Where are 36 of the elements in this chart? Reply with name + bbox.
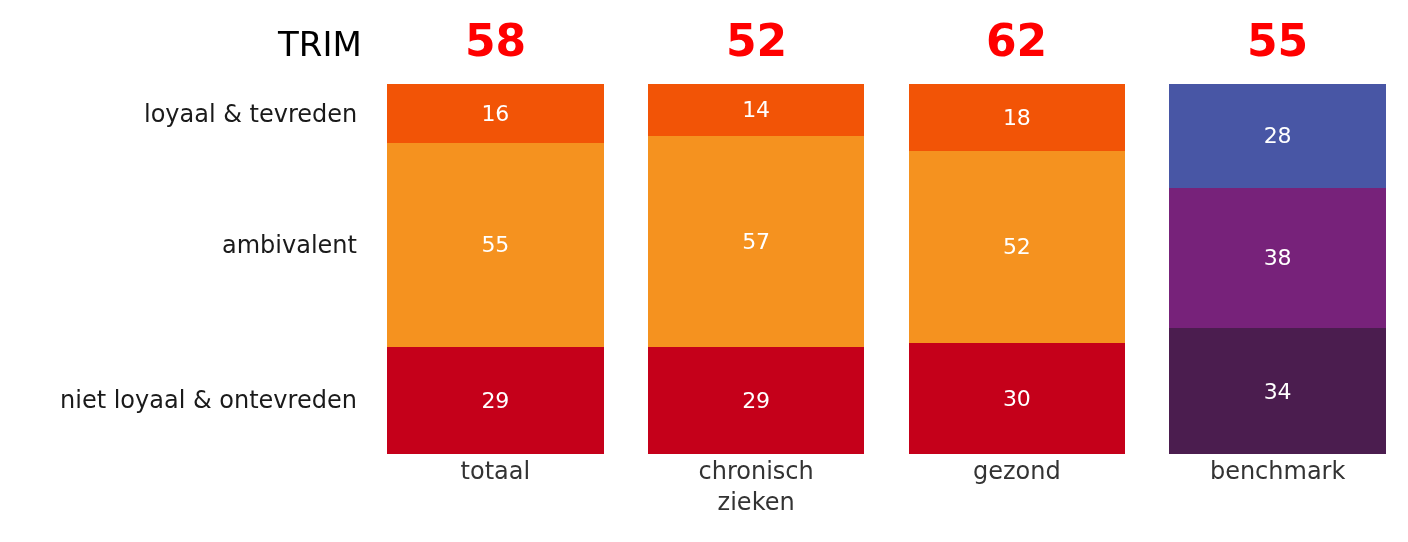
series-label: ambivalent — [222, 231, 357, 259]
text: 55 — [1247, 15, 1309, 66]
data-label: 29 — [742, 387, 771, 413]
data-label: 28 — [1263, 123, 1292, 149]
bar — [908, 84, 1126, 151]
bar — [647, 84, 865, 136]
x-tick-label: benchmark — [1209, 457, 1346, 485]
data-label: 16 — [481, 101, 510, 127]
bar — [908, 343, 1126, 454]
data-label: 29 — [481, 387, 510, 413]
data-label: 38 — [1263, 245, 1292, 271]
text: 62 — [986, 15, 1048, 66]
x-tick-label: gezond — [973, 457, 1061, 485]
bar — [387, 143, 604, 347]
bar — [1169, 187, 1386, 329]
bar — [908, 150, 1126, 343]
bar — [387, 346, 604, 454]
text: TRIM — [277, 24, 362, 64]
series-label: loyaal & tevreden — [144, 100, 358, 128]
x-tick-label: chronisch zieken — [698, 457, 814, 517]
data-label: 14 — [742, 97, 771, 123]
bar — [647, 346, 865, 454]
bar — [387, 84, 604, 144]
bar — [1169, 328, 1386, 454]
bar — [1169, 84, 1386, 188]
bar — [647, 135, 865, 347]
series-label: niet loyaal & ontevreden — [60, 386, 357, 414]
data-label: 52 — [1002, 234, 1031, 260]
text: 52 — [726, 15, 788, 66]
data-label: 30 — [1002, 386, 1031, 411]
x-tick-label: totaal — [460, 457, 531, 485]
data-label: 57 — [742, 228, 771, 254]
text: 58 — [465, 15, 527, 66]
data-label: 34 — [1263, 378, 1292, 404]
data-label: 55 — [481, 232, 510, 258]
data-label: 18 — [1002, 104, 1031, 130]
